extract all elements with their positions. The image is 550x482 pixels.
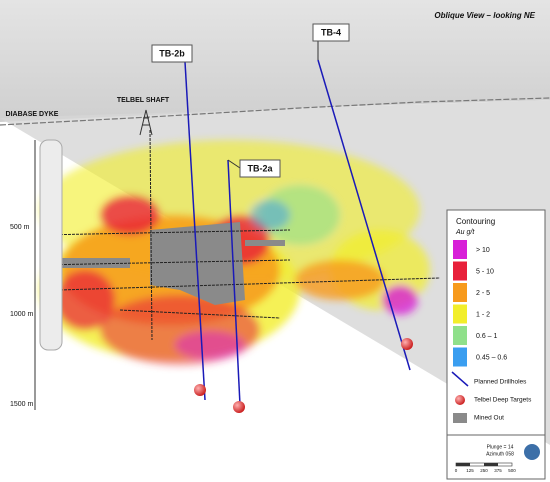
shaft-icon bbox=[139, 109, 153, 136]
scale-label: 0 bbox=[455, 468, 458, 473]
legend-swatch bbox=[453, 304, 467, 324]
surface bbox=[0, 0, 550, 122]
legend-symbol: Planned Drillholes bbox=[474, 379, 527, 386]
shaft-label: TELBEL SHAFT bbox=[117, 97, 170, 104]
scale-label: 375 bbox=[494, 468, 502, 473]
legend-unit: Au g/t bbox=[455, 229, 475, 236]
legend-label: 0.45 – 0.6 bbox=[476, 354, 507, 361]
legend-label: 2 - 5 bbox=[476, 290, 490, 297]
scale-label: 125 bbox=[466, 468, 474, 473]
scale-segment bbox=[456, 463, 470, 466]
legend-swatch bbox=[453, 326, 467, 345]
target bbox=[401, 338, 413, 350]
dyke-label: DIABASE DYKE bbox=[6, 111, 59, 118]
orientation: Plunge = 14 Azimuth 058 0 125 250 375 500 bbox=[446, 434, 546, 480]
legend-swatch bbox=[453, 347, 467, 367]
drillhole-label: TB-2a bbox=[247, 163, 273, 173]
legend-label: > 10 bbox=[476, 247, 490, 254]
drillhole-label: TB-4 bbox=[321, 27, 341, 37]
workings bbox=[39, 129, 441, 341]
label-box bbox=[151, 44, 193, 63]
legend-swatch bbox=[453, 240, 467, 259]
legend-label: 0.6 – 1 bbox=[476, 333, 498, 340]
surface-line bbox=[0, 97, 550, 126]
scale-segment bbox=[484, 463, 498, 466]
view-title: Oblique View – looking NE bbox=[434, 11, 535, 20]
azimuth: Azimuth 058 bbox=[486, 451, 514, 457]
depth-label: 1500 m bbox=[10, 401, 34, 408]
legend-swatch bbox=[453, 283, 467, 302]
legend-swatch bbox=[453, 261, 467, 281]
legend-symbol: Mined Out bbox=[474, 415, 504, 422]
dyke bbox=[39, 139, 63, 351]
legend-label: 1 - 2 bbox=[476, 311, 490, 318]
scale-label: 500 bbox=[508, 468, 516, 473]
scale-label: 250 bbox=[480, 468, 488, 473]
legend-symbol: Telbel Deep Targets bbox=[474, 397, 532, 404]
target bbox=[233, 401, 245, 413]
plunge: Plunge = 14 bbox=[487, 444, 514, 450]
legend-label: 5 - 10 bbox=[476, 268, 494, 275]
depth-label: 1000 m bbox=[10, 311, 34, 318]
legend: Contouring Au g/t Planned Drillholes Tel… bbox=[446, 209, 546, 436]
depth-label: 500 m bbox=[10, 224, 30, 231]
legend-title: Contouring bbox=[456, 217, 495, 226]
label-box bbox=[239, 159, 281, 178]
drillholes bbox=[184, 59, 411, 406]
drillhole-label: TB-2b bbox=[159, 48, 185, 58]
target bbox=[194, 384, 206, 396]
label-box bbox=[312, 23, 350, 42]
